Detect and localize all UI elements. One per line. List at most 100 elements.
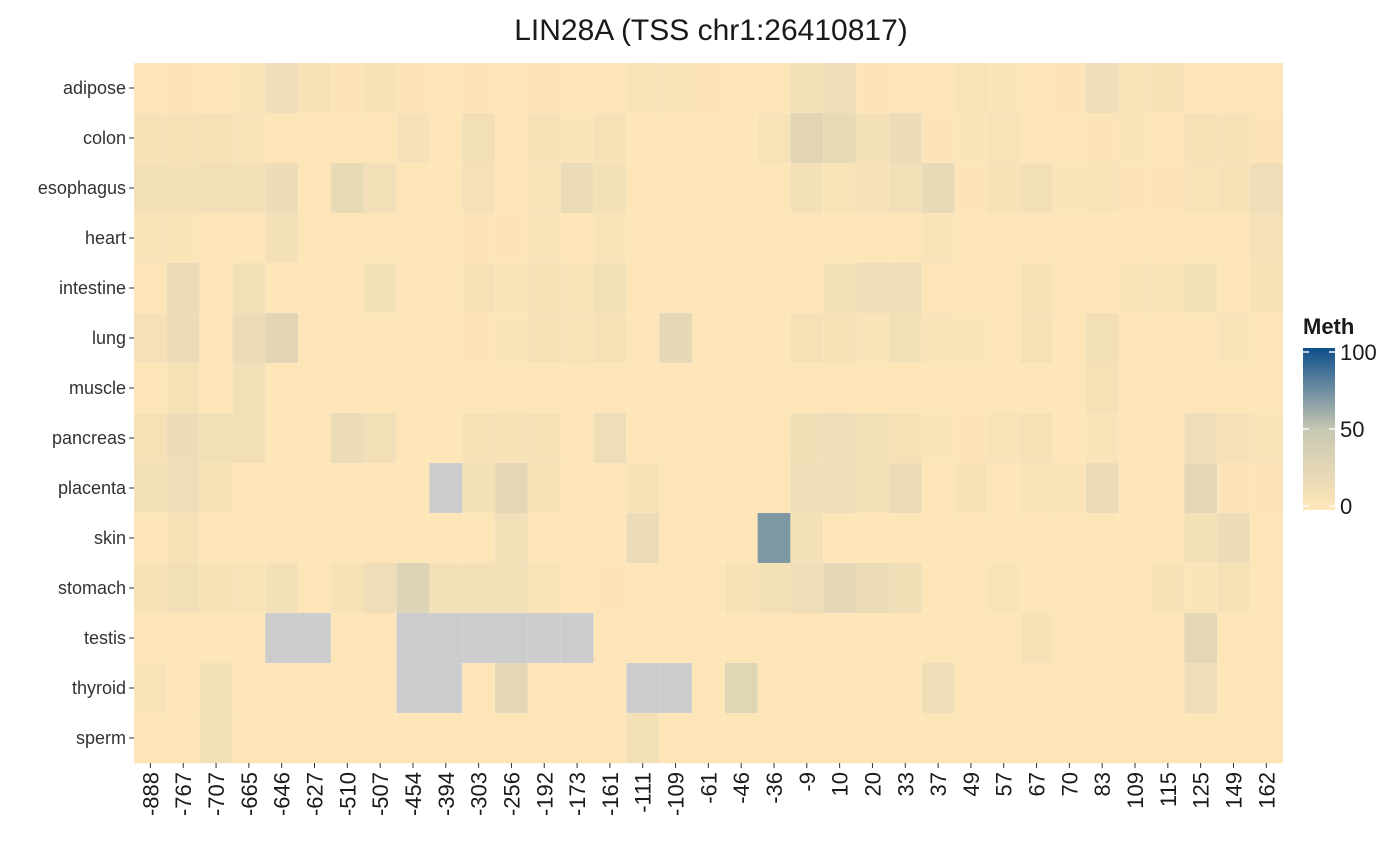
heatmap-cell (527, 712, 562, 764)
heatmap-cell (330, 62, 365, 114)
heatmap-cell (1249, 562, 1284, 614)
heatmap-cell (658, 312, 693, 364)
heatmap-cell (921, 512, 956, 564)
heatmap-cell (297, 712, 332, 764)
heatmap-cell (363, 662, 398, 714)
heatmap-cell (1183, 462, 1218, 514)
x-tick-label: -665 (237, 772, 262, 816)
y-tick-label: intestine (59, 278, 126, 298)
heatmap-cell (1249, 112, 1284, 164)
heatmap-cell (757, 712, 792, 764)
heatmap-cell (396, 512, 430, 564)
heatmap-cell (658, 712, 693, 764)
heatmap-cell (232, 562, 266, 614)
heatmap-cell (1183, 262, 1218, 314)
heatmap-cell (625, 412, 660, 464)
heatmap-cell (1249, 212, 1284, 264)
heatmap-cell (593, 62, 627, 114)
heatmap-cell (822, 62, 857, 114)
heatmap-cell (1151, 412, 1185, 464)
heatmap-cell (1118, 162, 1153, 214)
heatmap-cell (658, 412, 693, 464)
x-tick-label: 20 (860, 772, 885, 796)
heatmap-cell (954, 562, 988, 614)
heatmap-cell (593, 112, 627, 164)
heatmap-cell (396, 62, 430, 114)
heatmap-cell (363, 712, 398, 764)
heatmap-cell (1216, 112, 1251, 164)
heatmap-cell (1019, 462, 1054, 514)
heatmap-cell (790, 662, 824, 714)
heatmap-cell (822, 212, 857, 264)
heatmap-cell (527, 662, 562, 714)
heatmap-cell (494, 62, 529, 114)
heatmap-cell (232, 312, 266, 364)
heatmap-cell (264, 112, 299, 164)
heatmap-cell (593, 212, 627, 264)
heatmap-cell (396, 612, 430, 664)
heatmap-cell (494, 262, 529, 314)
heatmap-cell (560, 562, 595, 614)
heatmap-cell (888, 312, 923, 364)
heatmap-cell (429, 462, 463, 514)
y-tick-label: heart (85, 228, 126, 248)
y-tick-label: sperm (76, 728, 126, 748)
heatmap-cell (1183, 412, 1218, 464)
x-tick-label: 125 (1189, 772, 1214, 809)
heatmap-cell (625, 312, 660, 364)
heatmap-cell (1118, 262, 1153, 314)
heatmap-cell (658, 262, 693, 314)
heatmap-cell (396, 312, 430, 364)
heatmap-cell (1151, 512, 1185, 564)
heatmap-cell (790, 262, 824, 314)
heatmap-cell (691, 212, 726, 264)
heatmap-cell (1151, 262, 1185, 314)
heatmap-cell (396, 662, 430, 714)
heatmap-cell (855, 612, 890, 664)
heatmap-cell (921, 312, 956, 364)
heatmap-cell (1151, 312, 1185, 364)
heatmap-cell (954, 62, 988, 114)
heatmap-cell (987, 562, 1021, 614)
heatmap-cell (1052, 262, 1087, 314)
heatmap-cell (133, 162, 168, 214)
heatmap-cell (790, 312, 824, 364)
heatmap-cell (1151, 612, 1185, 664)
heatmap-cell (527, 562, 562, 614)
heatmap-cell (593, 512, 627, 564)
heatmap-cell (461, 462, 496, 514)
legend-tick-label: 50 (1340, 417, 1364, 442)
heatmap-cell (724, 612, 759, 664)
heatmap-cell (429, 162, 463, 214)
heatmap-cell (363, 412, 398, 464)
heatmap-cell (921, 362, 956, 414)
y-tick-label: adipose (63, 78, 126, 98)
heatmap-cell (1052, 162, 1087, 214)
heatmap-cell (1249, 712, 1284, 764)
heatmap-cell (921, 212, 956, 264)
heatmap-cell (429, 562, 463, 614)
x-tick-label: -888 (138, 772, 163, 816)
heatmap-cell (625, 712, 660, 764)
heatmap-cell (264, 362, 299, 414)
legend-tick-label: 0 (1340, 494, 1352, 519)
heatmap-cell (1249, 262, 1284, 314)
heatmap-cell (987, 412, 1021, 464)
heatmap-cell (133, 662, 168, 714)
heatmap-cell (790, 412, 824, 464)
x-tick-label: 67 (1025, 772, 1050, 796)
heatmap-cell (691, 662, 726, 714)
heatmap-cell (724, 562, 759, 614)
heatmap-cell (297, 512, 332, 564)
heatmap-cell (658, 112, 693, 164)
heatmap-cell (166, 262, 201, 314)
heatmap-cell (560, 162, 595, 214)
heatmap-cell (1052, 412, 1087, 464)
heatmap-cell (166, 312, 201, 364)
heatmap-cell (888, 112, 923, 164)
heatmap-cell (1216, 662, 1251, 714)
heatmap-cell (166, 362, 201, 414)
heatmap-cell (1085, 162, 1120, 214)
heatmap-cell (888, 512, 923, 564)
